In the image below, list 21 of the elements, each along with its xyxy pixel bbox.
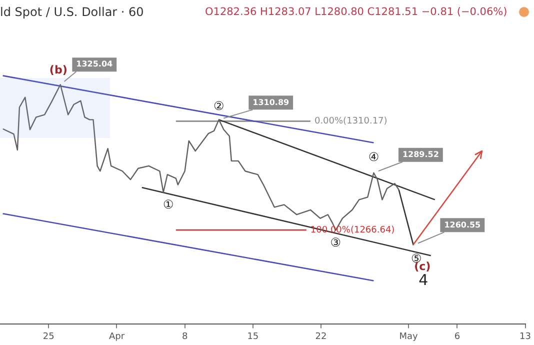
annotation: ④ — [368, 150, 380, 164]
annotation: 1260.55 — [444, 220, 482, 230]
x-tick-label: 25 — [42, 332, 54, 342]
chart-subtitle: O1282.36 H1283.07 L1280.80 C1281.51 −0.81 (−0.06%) — [205, 6, 508, 18]
annotation: ② — [213, 98, 224, 113]
chart-title: ld Spot / U.S. Dollar · 60 — [0, 5, 144, 19]
annotation: (b) — [49, 64, 68, 77]
annotation: ① — [162, 197, 174, 212]
annotation: 1289.52 — [402, 150, 439, 159]
x-tick-label: 15 — [247, 332, 259, 342]
x-tick-label: Apr — [108, 332, 125, 342]
x-tick-label: May — [399, 332, 419, 342]
annotation: 1310.89 — [252, 98, 290, 107]
annotation: 4 — [418, 271, 428, 290]
x-tick-label: 13 — [520, 332, 531, 342]
annotation: ③ — [330, 235, 341, 250]
annotation: 0.00%(1310.17) — [314, 116, 388, 127]
x-tick-label: 6 — [454, 332, 460, 342]
x-tick-label: 22 — [315, 332, 327, 342]
x-tick-label: 8 — [182, 332, 188, 342]
annotation: 1325.04 — [76, 60, 114, 69]
